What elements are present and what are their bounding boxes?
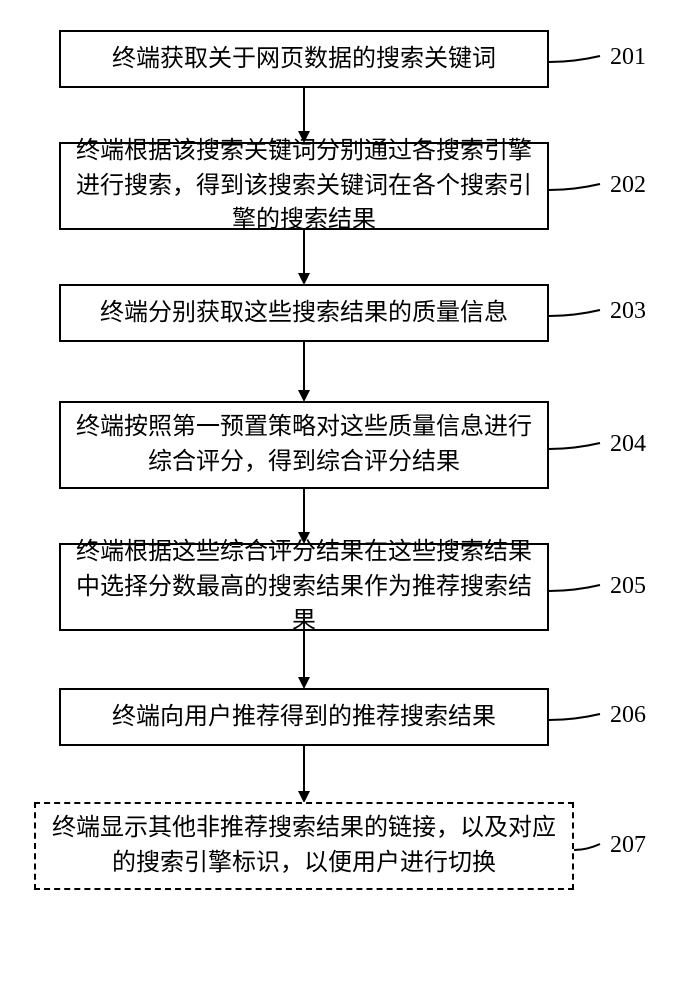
flow-node-n6: 终端向用户推荐得到的推荐搜索结果 <box>59 688 549 746</box>
label-tick-l7 <box>574 844 600 850</box>
step-label-l5: 205 <box>610 573 646 600</box>
step-label-l7: 207 <box>610 832 646 859</box>
flowchart-canvas: 终端获取关于网页数据的搜索关键词终端根据该搜索关键词分别通过各搜索引擎进行搜索，… <box>0 0 689 1000</box>
label-tick-l3 <box>549 310 600 316</box>
step-label-l3: 203 <box>610 298 646 325</box>
label-tick-l6 <box>549 714 600 720</box>
flow-node-text: 终端显示其他非推荐搜索结果的链接，以及对应的搜索引擎标识，以便用户进行切换 <box>50 811 558 881</box>
flow-node-text: 终端向用户推荐得到的推荐搜索结果 <box>75 700 533 735</box>
label-tick-l1 <box>549 56 600 62</box>
step-label-l6: 206 <box>610 702 646 729</box>
flow-node-text: 终端分别获取这些搜索结果的质量信息 <box>75 296 533 331</box>
flow-node-text: 终端按照第一预置策略对这些质量信息进行综合评分，得到综合评分结果 <box>75 410 533 480</box>
step-label-l2: 202 <box>610 172 646 199</box>
flow-node-text: 终端根据这些综合评分结果在这些搜索结果中选择分数最高的搜索结果作为推荐搜索结果 <box>75 535 533 639</box>
label-tick-l2 <box>549 184 600 190</box>
flow-node-text: 终端根据该搜索关键词分别通过各搜索引擎进行搜索，得到该搜索关键词在各个搜索引擎的… <box>75 134 533 238</box>
flow-node-n2: 终端根据该搜索关键词分别通过各搜索引擎进行搜索，得到该搜索关键词在各个搜索引擎的… <box>59 142 549 230</box>
label-tick-l4 <box>549 443 600 449</box>
flow-node-n5: 终端根据这些综合评分结果在这些搜索结果中选择分数最高的搜索结果作为推荐搜索结果 <box>59 543 549 631</box>
flow-node-n3: 终端分别获取这些搜索结果的质量信息 <box>59 284 549 342</box>
label-tick-l5 <box>549 585 600 591</box>
flow-node-n7: 终端显示其他非推荐搜索结果的链接，以及对应的搜索引擎标识，以便用户进行切换 <box>34 802 574 890</box>
flow-node-text: 终端获取关于网页数据的搜索关键词 <box>75 42 533 77</box>
flow-node-n1: 终端获取关于网页数据的搜索关键词 <box>59 30 549 88</box>
step-label-l1: 201 <box>610 44 646 71</box>
flow-node-n4: 终端按照第一预置策略对这些质量信息进行综合评分，得到综合评分结果 <box>59 401 549 489</box>
step-label-l4: 204 <box>610 431 646 458</box>
